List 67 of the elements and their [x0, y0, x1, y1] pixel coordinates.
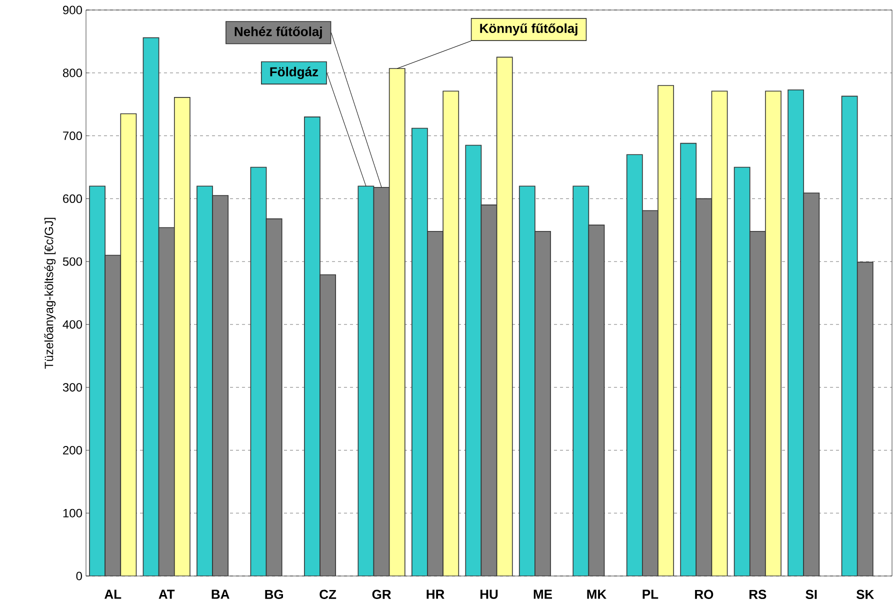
x-tick-label: MK: [587, 590, 606, 599]
y-tick-label: 300: [62, 383, 82, 392]
x-tick-label: PL: [642, 590, 658, 599]
bar: [680, 142, 697, 576]
bar: [250, 166, 267, 576]
bar: [373, 186, 390, 576]
y-tick-label: 800: [62, 68, 82, 78]
bar: [388, 68, 406, 576]
bar: [856, 262, 874, 576]
bar: [174, 97, 190, 576]
bar: [788, 89, 804, 576]
x-tick-label: GR: [372, 590, 392, 600]
x-tick-label: AT: [158, 590, 175, 599]
x-tick-label: BA: [212, 590, 230, 599]
y-tick-label: 500: [62, 257, 82, 266]
text: Földgáz: [270, 66, 318, 80]
bar: [320, 274, 336, 576]
x-tick-label: ME: [534, 590, 552, 599]
bar: [658, 85, 674, 576]
x-tick-label: RO: [695, 590, 714, 600]
bar: [266, 218, 282, 576]
x-tick-label: HR: [426, 590, 444, 599]
x-tick-label: BG: [265, 590, 284, 600]
bar: [588, 224, 605, 576]
bar: [142, 37, 160, 576]
bar: [642, 210, 658, 576]
x-tick-label: HU: [480, 590, 498, 599]
bar: [442, 90, 460, 576]
x-tick-label: SK: [856, 590, 874, 600]
bar: [496, 56, 513, 576]
text: Nehéz fűtőolaj: [234, 26, 322, 39]
bar: [626, 154, 643, 576]
y-tick-label: 900: [63, 6, 82, 14]
bar: [465, 144, 482, 576]
bar: [120, 113, 137, 576]
bar: [696, 198, 712, 576]
y-axis-title: Tüzelőanyag-költség [€c/GJ]: [44, 218, 56, 369]
bar: [734, 167, 750, 576]
bar: [534, 230, 551, 576]
text: Könnyű fűtőolaj: [480, 23, 578, 36]
y-tick-label: 700: [63, 132, 82, 140]
bar: [518, 186, 536, 576]
y-tick-label: 400: [62, 320, 82, 329]
bar: [427, 230, 444, 576]
bar: [750, 231, 766, 576]
y-tick-label: 100: [63, 508, 82, 518]
bar: [158, 227, 175, 576]
bar: [104, 254, 122, 576]
bar: [803, 192, 820, 576]
bar: [212, 195, 229, 576]
bar: [572, 186, 590, 576]
x-tick-label: AL: [104, 590, 122, 599]
x-tick-label: SI: [806, 590, 817, 600]
bar: [89, 186, 106, 576]
y-tick-label: 0: [76, 572, 82, 580]
bar: [765, 90, 782, 576]
x-tick-label: RS: [750, 590, 766, 600]
bar: [196, 186, 213, 576]
bar: [711, 90, 728, 576]
y-tick-label: 600: [63, 194, 82, 203]
bar: [412, 128, 428, 576]
bar: [480, 204, 498, 576]
x-tick-label: CZ: [320, 590, 336, 600]
bar: [358, 186, 374, 576]
bar: [304, 116, 320, 576]
bar: [841, 96, 858, 576]
y-tick-label: 200: [63, 446, 82, 454]
